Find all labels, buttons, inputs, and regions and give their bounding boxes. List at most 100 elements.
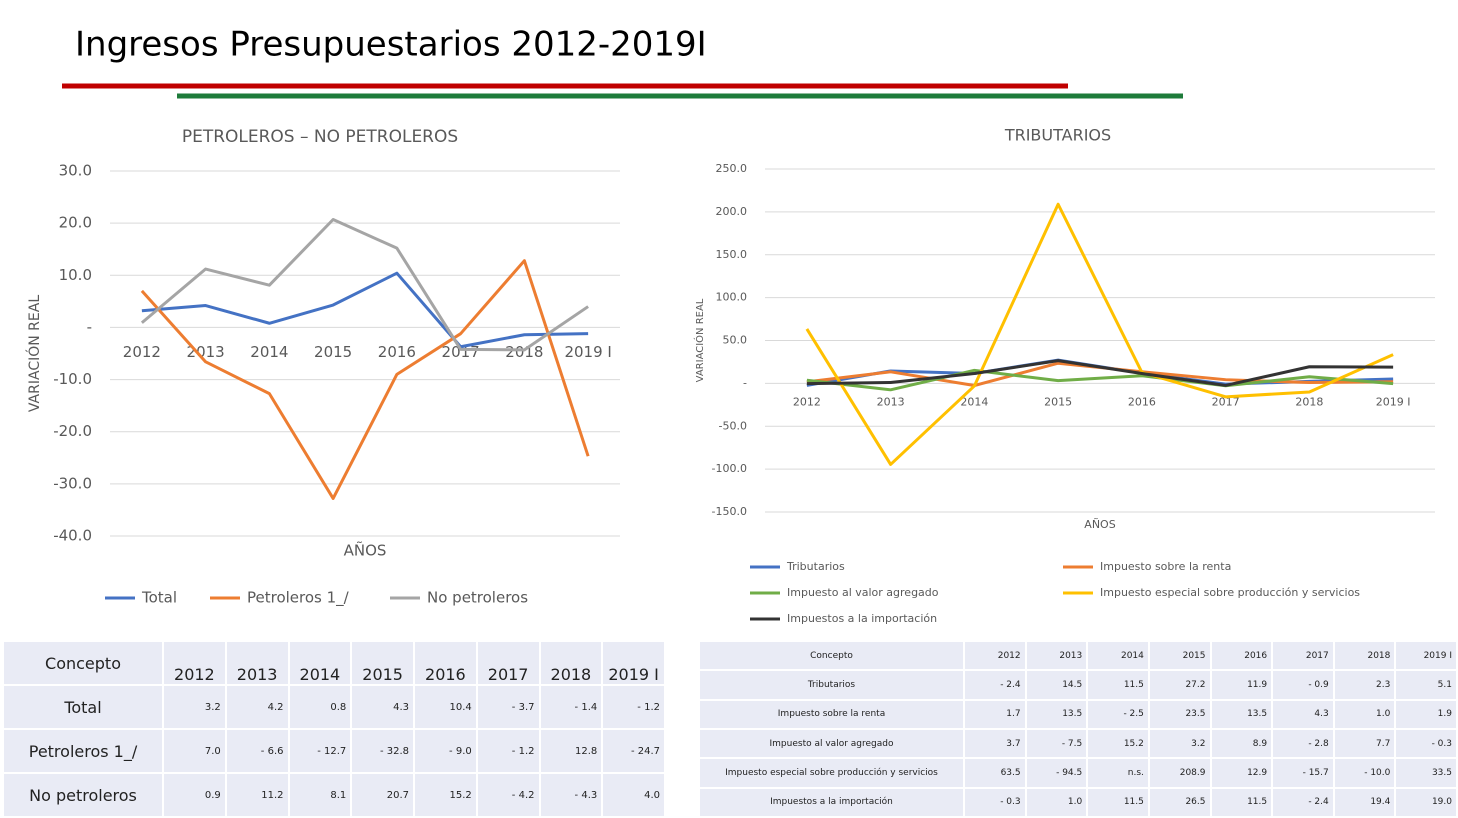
series-line — [805, 202, 1394, 466]
table-cell: - 0.3 — [1394, 727, 1458, 760]
table-cell: 2018 — [538, 640, 604, 686]
y-tick-label: 200.0 — [716, 205, 748, 218]
y-tick-label: -10.0 — [53, 370, 92, 388]
table-cell: 208.9 — [1147, 757, 1212, 789]
x-tick-label: 2017 — [1212, 395, 1240, 408]
table-row: Impuesto al valor agregado 3.7- 7.5 15.2 3.… — [698, 727, 1458, 760]
table-tributarios: Concepto 2012 2013 2014 2015 2016 2017 2018 2019… — [698, 639, 1458, 818]
table-cell: 12.9 — [1209, 757, 1274, 789]
table-row: Concepto 2012 2013 2014 2015 2016 2017 2018 2019… — [2, 640, 666, 686]
table-cell: 2012 — [963, 639, 1027, 672]
table-row: Concepto 2012 2013 2014 2015 2016 2017 2018 2019… — [698, 639, 1458, 672]
table-cell: - 3.7 — [475, 684, 541, 730]
table-row: No petroleros 0.9 11.2 8.1 20.7 15.2- 4.2- 4.… — [2, 772, 666, 818]
table-cell: 2015 — [350, 640, 415, 686]
y-tick-label: -50.0 — [719, 419, 747, 432]
x-tick-label: 2018 — [505, 343, 543, 361]
table-cell: 10.4 — [413, 684, 478, 730]
y-tick-label: -150.0 — [712, 505, 747, 518]
table-cell: 3.2 — [162, 684, 227, 730]
y-tick-label: -20.0 — [53, 422, 92, 440]
table-cell: - 0.9 — [1271, 669, 1335, 701]
y-tick-label: -40.0 — [53, 527, 92, 545]
table-cell: No petroleros — [2, 772, 164, 818]
table-cell: Petroleros 1_/ — [2, 728, 164, 774]
table-cell: 12.8 — [538, 728, 604, 774]
table-cell: 15.2 — [1086, 727, 1150, 760]
table-cell: 1.7 — [963, 698, 1027, 730]
table-cell: - 7.5 — [1024, 727, 1089, 760]
x-tick-label: 2012 — [793, 395, 821, 408]
y-tick-label: 100.0 — [716, 291, 748, 304]
table-cell: - 32.8 — [350, 728, 415, 774]
table-cell: 1.0 — [1024, 786, 1089, 818]
x-tick-label: 2017 — [442, 343, 480, 361]
table-cell: - 1.2 — [475, 728, 541, 774]
table-cell: 2019 I — [1394, 639, 1458, 672]
series-line — [141, 271, 589, 349]
table-cell: - 2.5 — [1086, 698, 1150, 730]
table-cell: 14.5 — [1024, 669, 1089, 701]
table-cell: Tributarios — [698, 669, 965, 701]
x-tick-label: 2014 — [960, 395, 988, 408]
legend-label: Impuesto al valor agregado — [787, 586, 939, 599]
legend-label: No petroleros — [427, 589, 528, 607]
table-cell: n.s. — [1086, 757, 1150, 789]
table-cell: - 9.0 — [413, 728, 478, 774]
table-row: Petroleros 1_/7.0- 6.6- 12.7- 32.8- 9.0-… — [2, 728, 666, 774]
table-cell: - 2.8 — [1271, 727, 1335, 760]
table-cell: Concepto — [2, 640, 164, 686]
series-line — [806, 359, 1394, 387]
table-cell: 63.5 — [963, 757, 1027, 789]
y-tick-label: -100.0 — [712, 462, 747, 475]
table-petroleros: Concepto 2012 2013 2014 2015 2016 2017 2018 2019… — [2, 640, 666, 818]
x-tick-label: 2019 I — [564, 343, 611, 361]
table-cell: 11.5 — [1209, 786, 1274, 818]
chart-title: TRIBUTARIOS — [1004, 126, 1111, 145]
table-row: Tributarios - 2.4 14.5 11.5 27.2 11.9- 0.9 2.3… — [698, 669, 1458, 701]
legend-label: Tributarios — [786, 560, 845, 573]
y-tick-label: -30.0 — [53, 474, 92, 492]
series-line — [806, 368, 1394, 392]
y-tick-label: 150.0 — [716, 248, 748, 261]
legend-label: Impuesto especial sobre producción y ser… — [1100, 586, 1360, 599]
x-tick-label: 2015 — [314, 343, 352, 361]
table-row: Impuesto sobre la renta 1.7 13.5- 2.5 23.5 1… — [698, 698, 1458, 730]
y-tick-label: 50.0 — [723, 334, 748, 347]
table-cell: 2017 — [1271, 639, 1335, 672]
series-line — [140, 259, 590, 500]
legend-label: Petroleros 1_/ — [247, 589, 350, 608]
x-tick-label: 2014 — [250, 343, 288, 361]
table-cell: - 24.7 — [601, 728, 666, 774]
table-cell: 2014 — [1086, 639, 1150, 672]
slide-title: Ingresos Presupuestarios 2012-2019I — [75, 25, 707, 65]
table-cell: 15.2 — [413, 772, 478, 818]
table-cell: 23.5 — [1147, 698, 1212, 730]
table-cell: 3.7 — [963, 727, 1027, 760]
table-cell: 7.7 — [1332, 727, 1397, 760]
table-cell: Impuestos a la importación — [698, 786, 965, 818]
x-tick-label: 2016 — [378, 343, 416, 361]
table-row: Impuestos a la importación - 0.3 1.0 11.5 26… — [698, 786, 1458, 818]
table-cell: Impuesto sobre la renta — [698, 698, 965, 730]
table-cell: 26.5 — [1147, 786, 1212, 818]
x-tick-label: 2016 — [1128, 395, 1156, 408]
table-cell: 3.2 — [1147, 727, 1212, 760]
table-cell: - 1.2 — [601, 684, 666, 730]
table-cell: 2016 — [413, 640, 478, 686]
x-tick-label: 2013 — [187, 343, 225, 361]
y-tick-label: - — [87, 318, 92, 336]
table-row: Total 3.2 4.2 0.8 4.3 10.4- 3.7- 1.4- 1.2 — [2, 684, 666, 730]
table-cell: - 1.4 — [538, 684, 604, 730]
table-cell: 2019 I — [601, 640, 666, 686]
y-tick-label: - — [743, 376, 747, 389]
x-tick-label: 2015 — [1044, 395, 1072, 408]
table-cell: 11.5 — [1086, 669, 1150, 701]
table-cell: Impuesto al valor agregado — [698, 727, 965, 760]
table-cell: - 12.7 — [287, 728, 353, 774]
table-cell: 5.1 — [1394, 669, 1458, 701]
charts: Ingresos Presupuestarios 2012-2019I PETR… — [25, 25, 1435, 625]
table-cell: 11.2 — [224, 772, 290, 818]
table-cell: 20.7 — [350, 772, 415, 818]
table-cell: 2013 — [1024, 639, 1089, 672]
